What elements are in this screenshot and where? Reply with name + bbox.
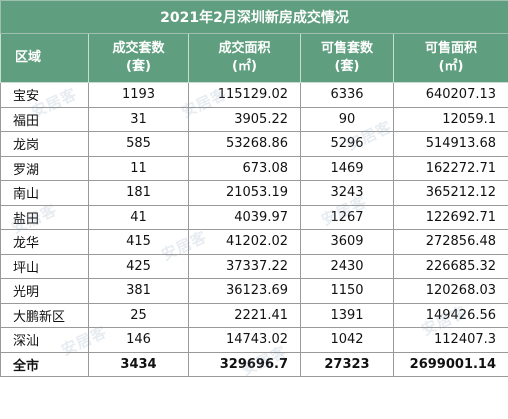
cell-deal-units: 181 xyxy=(88,180,189,206)
cell-avail-units: 3609 xyxy=(300,229,394,255)
cell-deal-units: 1193 xyxy=(88,82,189,108)
table-row: 龙岗 585 53268.86 5296 514913.68 xyxy=(0,131,508,157)
table-row: 深汕 146 14743.02 1042 112407.3 xyxy=(0,327,508,353)
cell-region: 南山 xyxy=(0,180,89,206)
table-row: 南山 181 21053.19 3243 365212.12 xyxy=(0,180,508,206)
cell-deal-units: 425 xyxy=(88,253,189,279)
table-row: 光明 381 36123.69 1150 120268.03 xyxy=(0,278,508,304)
cell-region: 龙岗 xyxy=(0,131,89,157)
header-row: 区域 成交套数 (套) 成交面积 (㎡) 可售套数 (套) 可售面积 (㎡) xyxy=(0,33,508,83)
cell-region: 大鹏新区 xyxy=(0,302,89,328)
cell-deal-area: 53268.86 xyxy=(188,131,301,157)
cell-deal-units: 41 xyxy=(88,204,189,230)
cell-deal-area: 673.08 xyxy=(188,155,301,181)
cell-deal-area-total: 329696.7 xyxy=(188,351,301,377)
header-avail-area-label: 可售面积 xyxy=(425,41,478,56)
cell-avail-area: 162272.71 xyxy=(392,155,508,181)
cell-avail-area: 149426.56 xyxy=(392,302,508,328)
header-avail-units-unit: (套) xyxy=(334,59,360,74)
cell-deal-area: 3905.22 xyxy=(188,106,301,132)
cell-deal-units: 146 xyxy=(88,327,189,353)
deals-table: 2021年2月深圳新房成交情况 区域 成交套数 (套) 成交面积 (㎡) 可售套… xyxy=(0,0,508,377)
cell-avail-units: 5296 xyxy=(300,131,394,157)
header-deal-units: 成交套数 (套) xyxy=(88,33,189,83)
cell-region: 光明 xyxy=(0,278,89,304)
cell-deal-area: 14743.02 xyxy=(188,327,301,353)
cell-avail-units-total: 27323 xyxy=(300,351,394,377)
cell-avail-area: 272856.48 xyxy=(392,229,508,255)
header-deal-units-label: 成交套数 xyxy=(112,41,165,56)
cell-avail-area: 226685.32 xyxy=(392,253,508,279)
cell-region: 龙华 xyxy=(0,229,89,255)
cell-avail-units: 2430 xyxy=(300,253,394,279)
cell-avail-units: 1150 xyxy=(300,278,394,304)
table-row: 宝安 1193 115129.02 6336 640207.13 xyxy=(0,82,508,108)
cell-avail-area: 640207.13 xyxy=(392,82,508,108)
cell-avail-area: 120268.03 xyxy=(392,278,508,304)
cell-deal-area: 37337.22 xyxy=(188,253,301,279)
header-deal-area-label: 成交面积 xyxy=(218,41,271,56)
cell-avail-area-total: 2699001.14 xyxy=(392,351,508,377)
header-avail-units: 可售套数 (套) xyxy=(300,33,394,83)
table-row: 罗湖 11 673.08 1469 162272.71 xyxy=(0,155,508,181)
cell-deal-area: 4039.97 xyxy=(188,204,301,230)
cell-deal-units: 25 xyxy=(88,302,189,328)
header-avail-area: 可售面积 (㎡) xyxy=(392,33,508,83)
cell-deal-area: 36123.69 xyxy=(188,278,301,304)
cell-region: 深汕 xyxy=(0,327,89,353)
cell-deal-area: 115129.02 xyxy=(188,82,301,108)
cell-deal-area: 41202.02 xyxy=(188,229,301,255)
cell-avail-units: 1391 xyxy=(300,302,394,328)
cell-deal-units: 11 xyxy=(88,155,189,181)
cell-avail-units: 1267 xyxy=(300,204,394,230)
cell-avail-units: 90 xyxy=(300,106,394,132)
cell-deal-area: 2221.41 xyxy=(188,302,301,328)
cell-region: 坪山 xyxy=(0,253,89,279)
cell-region: 宝安 xyxy=(0,82,89,108)
cell-region: 罗湖 xyxy=(0,155,89,181)
header-region: 区域 xyxy=(0,33,89,83)
table-title: 2021年2月深圳新房成交情况 xyxy=(0,0,508,34)
table-row: 大鹏新区 25 2221.41 1391 149426.56 xyxy=(0,302,508,328)
cell-avail-area: 122692.71 xyxy=(392,204,508,230)
header-deal-area: 成交面积 (㎡) xyxy=(188,33,301,83)
cell-region: 盐田 xyxy=(0,204,89,230)
cell-deal-units: 31 xyxy=(88,106,189,132)
cell-deal-units: 415 xyxy=(88,229,189,255)
table-row: 龙华 415 41202.02 3609 272856.48 xyxy=(0,229,508,255)
cell-avail-area: 112407.3 xyxy=(392,327,508,353)
header-avail-area-unit: (㎡) xyxy=(438,59,464,74)
cell-avail-units: 1042 xyxy=(300,327,394,353)
cell-deal-units: 381 xyxy=(88,278,189,304)
total-row: 全市 3434 329696.7 27323 2699001.14 xyxy=(0,351,508,377)
header-avail-units-label: 可售套数 xyxy=(320,41,373,56)
header-deal-area-unit: (㎡) xyxy=(232,59,257,74)
cell-deal-area: 21053.19 xyxy=(188,180,301,206)
header-region-label: 区域 xyxy=(15,50,42,65)
cell-region-total: 全市 xyxy=(0,351,89,377)
cell-avail-area: 514913.68 xyxy=(392,131,508,157)
cell-avail-area: 365212.12 xyxy=(392,180,508,206)
cell-deal-units: 585 xyxy=(88,131,189,157)
cell-avail-units: 3243 xyxy=(300,180,394,206)
cell-avail-units: 1469 xyxy=(300,155,394,181)
table-row: 盐田 41 4039.97 1267 122692.71 xyxy=(0,204,508,230)
cell-deal-units-total: 3434 xyxy=(88,351,189,377)
header-deal-units-unit: (套) xyxy=(126,59,151,74)
table-row: 福田 31 3905.22 90 12059.1 xyxy=(0,106,508,132)
cell-region: 福田 xyxy=(0,106,89,132)
table-row: 坪山 425 37337.22 2430 226685.32 xyxy=(0,253,508,279)
cell-avail-units: 6336 xyxy=(300,82,394,108)
cell-avail-area: 12059.1 xyxy=(392,106,508,132)
